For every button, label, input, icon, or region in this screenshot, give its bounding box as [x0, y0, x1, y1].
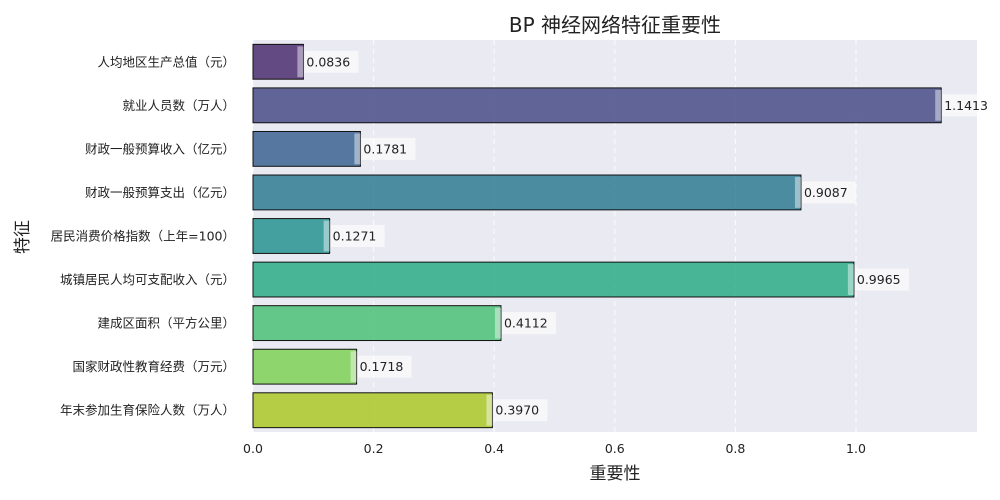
bar — [252, 130, 361, 167]
bar-highlight — [494, 307, 501, 339]
bar-highlight — [297, 46, 304, 78]
bar — [252, 43, 304, 80]
bar-highlight — [935, 89, 942, 121]
y-axis-label: 特征 — [13, 220, 33, 254]
x-tick-label: 0.2 — [364, 441, 384, 456]
value-label: 0.0836 — [306, 54, 350, 69]
y-tick-label: 人均地区生产总值（元） — [97, 54, 235, 69]
bar — [252, 392, 493, 429]
y-tick-label: 年末参加生育保险人数（万人） — [60, 403, 235, 418]
bar-highlight — [323, 220, 330, 252]
value-label: 0.4112 — [504, 316, 548, 331]
value-label: 0.1271 — [333, 229, 377, 244]
value-label-bg — [942, 94, 997, 117]
x-tick-label: 0.4 — [484, 441, 504, 456]
bar-highlight — [847, 264, 854, 295]
x-tick-label: 0.6 — [605, 441, 625, 456]
value-label: 0.3970 — [495, 403, 539, 418]
value-label-bg — [501, 312, 556, 335]
value-label-bg — [330, 225, 385, 247]
bars: 0.0836 1.1413 0.1781 0.9087 0.1271 0.9965 0.41… — [252, 43, 997, 429]
bar-highlight — [486, 394, 493, 426]
x-tick-label: 0.8 — [725, 441, 745, 456]
y-tick-label: 财政一般预算支出（亿元） — [85, 185, 235, 200]
bar — [252, 261, 855, 298]
bar — [252, 174, 802, 211]
bar-highlight — [794, 177, 801, 208]
value-label: 1.1413 — [944, 98, 988, 113]
y-tick-label: 居民消费价格指数（上年=100） — [51, 229, 235, 244]
y-tick-label: 就业人员数（万人） — [122, 98, 235, 113]
bar — [252, 87, 942, 124]
value-label-bg — [801, 181, 856, 204]
value-label-bg — [304, 50, 359, 73]
value-label-bg — [854, 268, 909, 291]
bar — [252, 348, 358, 385]
y-tick-label: 建成区面积（平方公里） — [97, 316, 235, 331]
value-label-bg — [357, 355, 412, 378]
value-label-bg — [493, 399, 548, 422]
x-axis-label: 重要性 — [590, 464, 641, 484]
chart-title: BP 神经网络特征重要性 — [509, 13, 721, 37]
y-tick-label: 财政一般预算收入（亿元） — [85, 141, 235, 156]
value-label: 0.1718 — [360, 359, 404, 374]
axis-ticks: 0.0 0.2 0.4 0.6 0.8 1.0 人均地区生产总值（元） 就业人员数（万人） 财政… — [51, 54, 866, 456]
value-label: 0.9087 — [804, 185, 848, 200]
bar-highlight — [350, 351, 357, 383]
bar-highlight — [354, 133, 361, 165]
bar — [252, 218, 331, 254]
bar — [252, 305, 502, 342]
value-label: 0.1781 — [363, 141, 407, 156]
y-tick-label: 城镇居民人均可支配收入（元） — [60, 272, 235, 287]
value-label: 0.9965 — [857, 272, 901, 287]
value-label-bg — [361, 137, 416, 160]
x-tick-label: 1.0 — [846, 441, 866, 456]
x-tick-label: 0.0 — [243, 441, 263, 456]
y-tick-label: 国家财政性教育经费（万元） — [72, 359, 235, 374]
